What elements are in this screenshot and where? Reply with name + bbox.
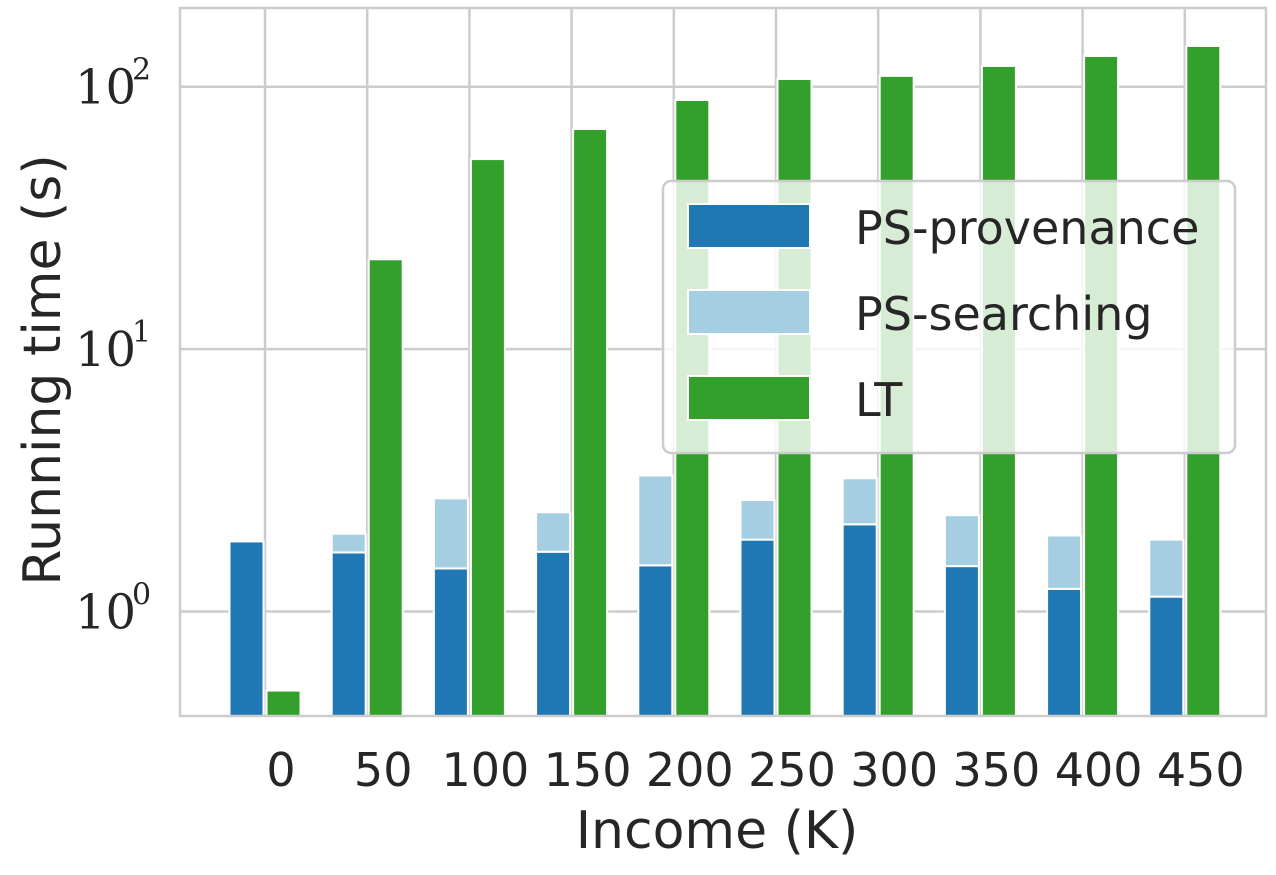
y-tick-label: 10: [75, 60, 136, 116]
x-tick-label: 350: [952, 743, 1040, 797]
x-tick-label: 150: [544, 743, 632, 797]
legend-swatch: [687, 203, 811, 249]
x-tick-label: 250: [748, 743, 836, 797]
bar-ps-searching: [1148, 538, 1185, 598]
bar-ps-searching: [1046, 534, 1083, 590]
x-tick-label: 0: [266, 743, 295, 797]
bar-ps-provenance: [637, 564, 674, 718]
x-tick-label: 300: [850, 743, 938, 797]
plot-frame: [178, 6, 1268, 718]
bar-ps-searching: [432, 497, 469, 570]
y-tick-exponent: 2: [132, 53, 151, 88]
bar-ps-provenance: [432, 567, 469, 717]
legend-label: PS-searching: [855, 287, 1152, 341]
bar-ps-provenance: [1148, 595, 1185, 718]
bar-ps-searching: [637, 474, 674, 567]
bar-ps-provenance: [1046, 587, 1083, 717]
bar-ps-provenance: [228, 540, 265, 717]
bar-ps-searching: [535, 511, 572, 553]
y-tick-exponent: 0: [132, 578, 151, 613]
x-tick-label: 50: [354, 743, 413, 797]
legend-swatch: [687, 375, 811, 421]
bar-lt: [572, 128, 609, 717]
x-tick-label: 100: [441, 743, 529, 797]
x-tick-label: 400: [1055, 743, 1143, 797]
x-tick-labels: 0 50 100 150 200 250 300 350 400 450: [266, 743, 1244, 797]
bar-ps-searching: [739, 499, 776, 541]
bar-ps-searching: [841, 477, 878, 526]
x-tick-label: 200: [646, 743, 734, 797]
legend-swatch: [687, 289, 811, 335]
y-tick-label: 10: [75, 322, 136, 378]
y-tick-exponent: 1: [132, 315, 151, 350]
bar-ps-searching: [330, 532, 367, 554]
y-tick-label: 10: [75, 585, 136, 641]
bar-lt: [265, 689, 302, 718]
bar-ps-provenance: [739, 538, 776, 717]
bar-ps-provenance: [330, 551, 367, 717]
x-axis-label: Income (K): [576, 801, 859, 861]
y-axis-label: Running time (s): [13, 154, 73, 585]
legend-label: LT: [855, 373, 903, 427]
bar-lt: [469, 158, 506, 717]
bar-ps-provenance: [841, 523, 878, 717]
bar-ps-provenance: [943, 565, 980, 718]
bar-ps-searching: [943, 514, 980, 568]
bar-lt: [367, 258, 404, 717]
legend-label: PS-provenance: [855, 201, 1199, 255]
x-tick-label: 450: [1157, 743, 1245, 797]
legend: PS-provenance PS-searching LT: [661, 179, 1237, 455]
bar-ps-provenance: [535, 550, 572, 718]
